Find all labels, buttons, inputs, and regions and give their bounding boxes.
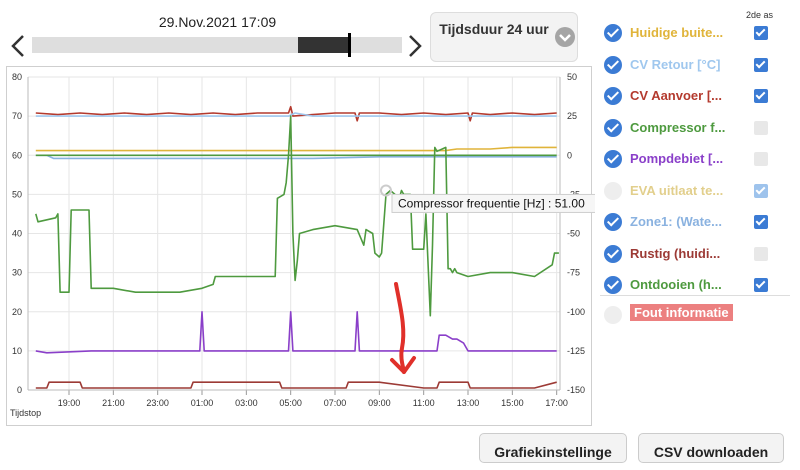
- series-line: [35, 311, 557, 354]
- series-visibility-toggle[interactable]: [604, 118, 622, 137]
- legend-item-label: Ontdooien (h...: [630, 277, 722, 292]
- slider-selected-range[interactable]: [298, 37, 350, 53]
- legend-item-label: Pompdebiet [...: [630, 151, 724, 166]
- time-navigator: 29.Nov.2021 17:09: [0, 0, 425, 70]
- series-visibility-toggle[interactable]: [604, 244, 622, 263]
- series-visibility-toggle[interactable]: [604, 181, 622, 200]
- second-axis-checkbox[interactable]: [754, 215, 768, 229]
- series-visibility-toggle[interactable]: [604, 24, 622, 42]
- history-chart: 0102030405060708050250-25-50-75-100-125-…: [10, 72, 595, 418]
- annotation-arrow: [394, 282, 406, 374]
- x-tick-label: 01:00: [191, 398, 214, 408]
- series-line: [35, 115, 559, 317]
- y-left-tick-label: 50: [12, 189, 22, 199]
- y-left-tick-label: 20: [12, 307, 22, 317]
- y-left-tick-label: 40: [12, 229, 22, 239]
- legend-item-label: Zone1: (Wate...: [630, 214, 722, 229]
- chart-settings-button[interactable]: Grafiekinstellinge: [479, 433, 627, 463]
- series-line: [35, 112, 557, 117]
- legend-item-label: EVA uitlaat te...: [630, 182, 724, 198]
- time-slider[interactable]: [32, 33, 402, 57]
- second-axis-checkbox[interactable]: [754, 183, 768, 198]
- legend-item[interactable]: Ontdooien (h...: [604, 272, 774, 298]
- current-datetime: 29.Nov.2021 17:09: [158, 14, 277, 30]
- second-axis-checkbox[interactable]: [754, 26, 768, 40]
- series-visibility-toggle[interactable]: [604, 55, 622, 74]
- fout-radio[interactable]: [604, 306, 622, 324]
- x-tick-label: 09:00: [368, 398, 391, 408]
- legend-item[interactable]: Compressor f...: [604, 115, 774, 141]
- y-left-tick-label: 60: [12, 150, 22, 160]
- duration-dropdown[interactable]: Tijdsduur 24 uur: [430, 12, 578, 62]
- y-right-tick-label: 0: [567, 150, 572, 160]
- legend-item-label: Rustig (huidi...: [630, 245, 721, 261]
- x-tick-label: 03:00: [235, 398, 258, 408]
- second-axis-header: 2de as: [746, 10, 774, 20]
- legend-item[interactable]: Huidige buite...: [604, 20, 774, 46]
- x-tick-label: 23:00: [146, 398, 169, 408]
- x-tick-label: 19:00: [58, 398, 81, 408]
- tooltip-box: [391, 193, 595, 213]
- tooltip-text: Compressor frequentie [Hz] : 51.00: [398, 196, 585, 210]
- duration-label: Tijdsduur 24 uur: [439, 21, 549, 37]
- x-tick-label: 17:00: [545, 398, 568, 408]
- hover-point: [379, 184, 392, 197]
- second-axis-checkbox[interactable]: [754, 246, 768, 261]
- y-left-tick-label: 80: [12, 72, 22, 82]
- y-right-tick-label: -100: [567, 307, 585, 317]
- legend-item-label: CV Retour [°C]: [630, 56, 721, 72]
- y-right-tick-label: -50: [567, 229, 580, 239]
- y-left-tick-label: 0: [17, 385, 22, 395]
- csv-download-button[interactable]: CSV downloaden: [638, 433, 784, 463]
- legend-item[interactable]: CV Aanvoer [...: [604, 83, 774, 109]
- x-tick-label: 21:00: [102, 398, 125, 408]
- y-left-tick-label: 10: [12, 346, 22, 356]
- legend-item-label: Compressor f...: [630, 119, 726, 135]
- legend-item[interactable]: CV Retour [°C]: [604, 52, 774, 78]
- previous-period-button[interactable]: [10, 34, 26, 58]
- chevron-down-icon: [555, 27, 575, 47]
- second-axis-checkbox[interactable]: [754, 89, 768, 103]
- series-visibility-toggle[interactable]: [604, 87, 622, 105]
- legend-item-label: Huidige buite...: [630, 25, 724, 40]
- legend-item[interactable]: EVA uitlaat te...: [604, 178, 774, 204]
- annotation-arrowhead: [390, 356, 416, 374]
- slider-handle[interactable]: [348, 33, 351, 57]
- y-right-tick-label: -125: [567, 346, 585, 356]
- y-right-tick-label: -150: [567, 385, 585, 395]
- second-axis-checkbox[interactable]: [754, 57, 768, 72]
- x-tick-label: 05:00: [279, 398, 302, 408]
- x-axis-label: Tijdstop: [10, 408, 41, 418]
- fout-informatie-label: Fout informatie: [630, 304, 733, 321]
- series-visibility-toggle[interactable]: [604, 150, 622, 168]
- legend-item[interactable]: Pompdebiet [...: [604, 146, 774, 172]
- next-period-button[interactable]: [407, 34, 423, 58]
- y-right-tick-label: 25: [567, 111, 577, 121]
- second-axis-checkbox[interactable]: [754, 278, 768, 292]
- series-visibility-toggle[interactable]: [604, 213, 622, 231]
- series-line: [35, 146, 557, 152]
- y-right-tick-label: 50: [567, 72, 577, 82]
- legend-item-label: CV Aanvoer [...: [630, 88, 722, 103]
- chevron-right-icon: [409, 35, 422, 57]
- y-right-tick-label: -75: [567, 268, 580, 278]
- series-line: [35, 105, 557, 122]
- second-axis-checkbox[interactable]: [754, 120, 768, 135]
- y-left-tick-label: 70: [12, 111, 22, 121]
- fout-informatie-toggle[interactable]: Fout informatie: [604, 302, 774, 324]
- x-tick-label: 07:00: [324, 398, 347, 408]
- x-tick-label: 11:00: [413, 398, 435, 408]
- legend-item[interactable]: Zone1: (Wate...: [604, 209, 774, 235]
- x-tick-label: 15:00: [501, 398, 524, 408]
- legend-item[interactable]: Rustig (huidi...: [604, 241, 774, 267]
- chevron-left-icon: [11, 35, 24, 57]
- series-line: [35, 381, 557, 389]
- legend-divider: [600, 295, 790, 296]
- y-left-tick-label: 30: [12, 268, 22, 278]
- second-axis-checkbox[interactable]: [754, 152, 768, 166]
- x-tick-label: 13:00: [457, 398, 480, 408]
- series-visibility-toggle[interactable]: [604, 276, 622, 294]
